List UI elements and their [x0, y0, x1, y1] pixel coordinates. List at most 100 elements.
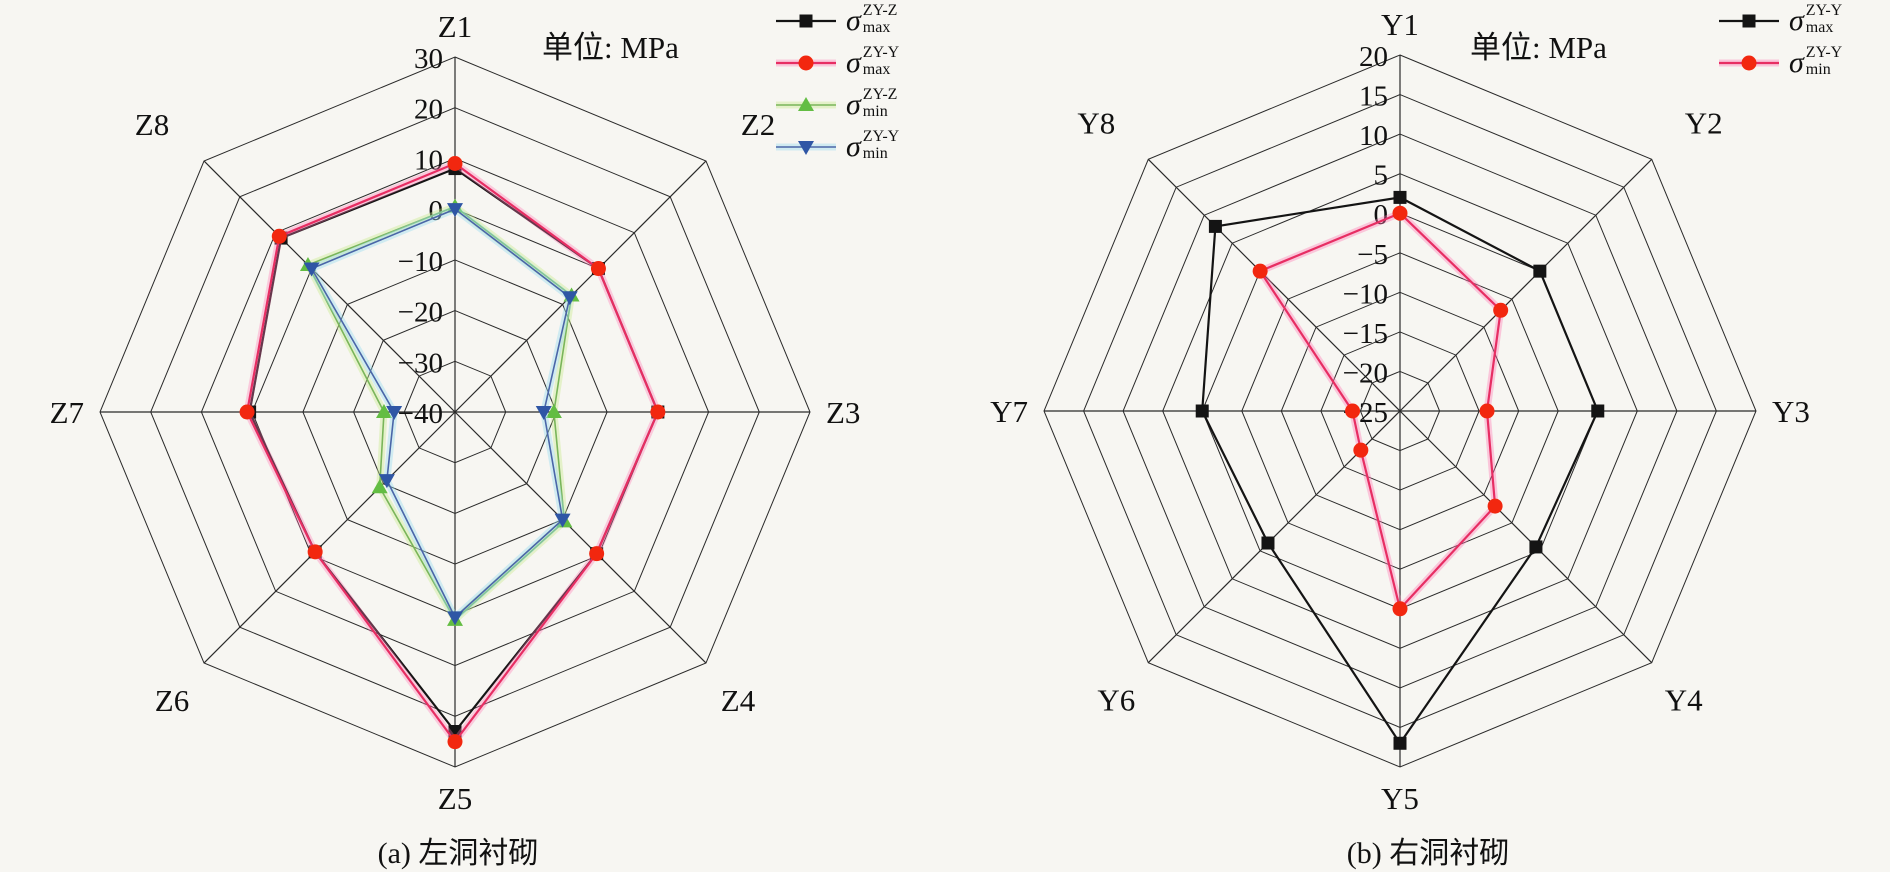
radial-tick-label: 15	[1359, 81, 1388, 113]
series-marker-triangle-up	[371, 479, 388, 494]
series-marker-triangle-down	[447, 203, 463, 218]
axis-label-Z2: Z2	[741, 107, 775, 142]
legend-marker-glyph	[1742, 14, 1756, 28]
right-chart-legend: σ ZY-Y max σ ZY-Y min	[1718, 0, 1842, 84]
axis-label-Y8: Y8	[1077, 105, 1115, 140]
radial-tick-label: −20	[1343, 357, 1388, 389]
legend-label: σ ZY-Y max	[1789, 2, 1843, 38]
series-glow	[250, 169, 658, 732]
series-marker-circle	[1392, 205, 1408, 221]
series-marker-circle	[307, 544, 323, 560]
axis-label-Y1: Y1	[1381, 7, 1419, 42]
legend-sigma: σ	[846, 4, 861, 37]
series-marker-square	[1195, 404, 1209, 418]
axis-label-Y2: Y2	[1685, 105, 1723, 140]
radial-tick-label: 20	[1359, 41, 1388, 73]
grid-spoke	[454, 160, 707, 413]
series-marker-square	[1529, 540, 1543, 554]
series-marker-triangle-down	[535, 406, 552, 420]
series-marker-square	[1208, 219, 1222, 233]
left-chart-legend: σ ZY-Z max σ ZY-Y max σ ZY-Z min σ ZY-Y min	[775, 0, 899, 168]
radial-tick-label: 20	[414, 94, 443, 126]
series-marker-circle	[1353, 442, 1369, 458]
series-marker-triangle-up	[376, 404, 392, 418]
legend-marker-glyph	[798, 97, 814, 111]
legend-item-sigma-min-ZY-Y: σ ZY-Y min	[1718, 42, 1842, 84]
legend-item-sigma-min-ZY-Z: σ ZY-Z min	[775, 84, 899, 126]
legend-item-sigma-min-ZY-Y: σ ZY-Y min	[775, 126, 899, 168]
axis-label-Y4: Y4	[1665, 683, 1703, 718]
legend-marker-square-icon	[1719, 14, 1779, 28]
axis-label-Z7: Z7	[50, 395, 84, 430]
legend-superscript: ZY-Z	[862, 2, 898, 20]
axis-label-Y3: Y3	[1772, 394, 1810, 429]
axis-label-Y6: Y6	[1097, 683, 1135, 718]
axis-label-Y5: Y5	[1381, 781, 1419, 816]
legend-sigma: σ	[846, 130, 861, 163]
legend-superscript: ZY-Y	[862, 128, 900, 146]
legend-label: σ ZY-Z max	[846, 2, 898, 38]
series-marker-triangle-down	[554, 513, 571, 528]
axis-label-Y7: Y7	[990, 394, 1028, 429]
legend-superscript-subscript: ZY-Y min	[1805, 44, 1843, 79]
legend-superscript-subscript: ZY-Z min	[862, 86, 898, 121]
series-marker-triangle-up	[545, 404, 562, 418]
axis-label-Z8: Z8	[135, 107, 169, 142]
radial-tick-label: 10	[1359, 120, 1388, 152]
series-marker-circle	[239, 404, 255, 420]
series-marker-square	[1393, 190, 1407, 204]
radar-grid	[1043, 54, 1757, 768]
series-sigma-min-ZY-Y	[303, 203, 578, 626]
legend-sigma: σ	[1789, 4, 1804, 37]
legend-sigma: σ	[846, 88, 861, 121]
series-marker-triangle-down	[447, 611, 463, 626]
grid-spoke	[1147, 158, 1401, 412]
legend-item-sigma-max-ZY-Z: σ ZY-Z max	[775, 0, 899, 42]
series-marker-circle	[271, 228, 287, 244]
series-marker-circle	[1487, 498, 1503, 514]
legend-subscript: min	[862, 103, 888, 120]
series-sigma-max-ZY-Y	[239, 156, 666, 750]
series-marker-circle	[650, 404, 666, 420]
axis-label-Z5: Z5	[438, 781, 472, 816]
legend-item-sigma-max-ZY-Y: σ ZY-Y max	[775, 42, 899, 84]
axis-labels: Y1 Y2 Y3 Y4 Y5 Y6 Y7 Y8	[990, 7, 1810, 816]
series-marker-circle	[447, 734, 463, 750]
radial-tick-label: −20	[398, 297, 443, 329]
series-line	[248, 167, 660, 733]
radial-tick-label: −10	[398, 246, 443, 278]
legend-label: σ ZY-Y min	[846, 128, 900, 164]
legend-superscript: ZY-Y	[1805, 2, 1843, 20]
series-marker-square	[1533, 264, 1547, 278]
legend-marker-square-icon	[776, 14, 836, 28]
series-marker-triangle-down	[303, 262, 320, 277]
axis-label-Z3: Z3	[826, 395, 860, 430]
right-chart-caption: (b) 右洞衬砌	[1346, 837, 1510, 870]
legend-item-sigma-max-ZY-Y: σ ZY-Y max	[1718, 0, 1842, 42]
series-marker-circle	[1479, 403, 1495, 419]
axis-labels: Z1 Z2 Z3 Z4 Z5 Z6 Z7 Z8	[50, 9, 861, 816]
radar-grid	[99, 56, 811, 768]
axis-label-Z1: Z1	[438, 9, 472, 44]
legend-sigma: σ	[1789, 46, 1804, 79]
legend-superscript: ZY-Y	[1805, 44, 1843, 62]
legend-subscript: min	[862, 145, 888, 162]
legend-marker-glyph	[1741, 55, 1757, 71]
legend-subscript: min	[1805, 61, 1831, 78]
radial-tick-label: −30	[398, 347, 443, 379]
legend-label: σ ZY-Y min	[1789, 44, 1843, 80]
left-chart-unit-title: 单位: MPa	[542, 30, 679, 65]
radial-tick-label: −15	[1343, 318, 1388, 350]
radial-tick-label: 5	[1374, 160, 1389, 192]
series-marker-square	[448, 725, 462, 738]
legend-superscript: ZY-Y	[862, 44, 900, 62]
legend-superscript-subscript: ZY-Z max	[862, 2, 898, 37]
series-marker-circle	[1392, 601, 1408, 617]
legend-superscript: ZY-Z	[862, 86, 898, 104]
radial-tick-label: −10	[1343, 278, 1388, 310]
grid-spoke	[454, 411, 707, 664]
